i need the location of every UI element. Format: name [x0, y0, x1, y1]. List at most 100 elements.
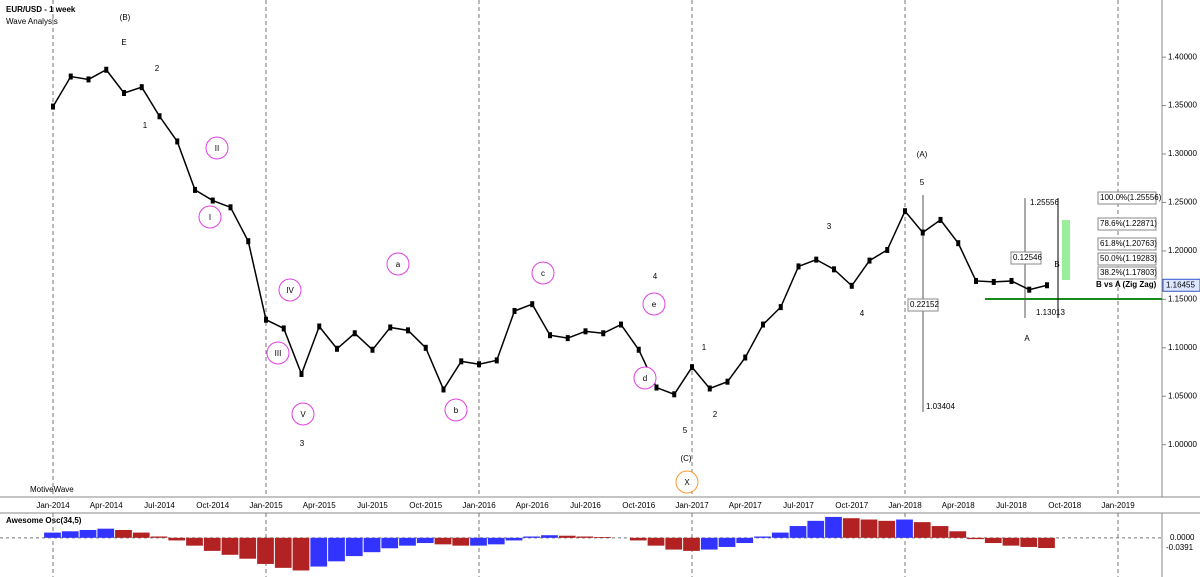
fib-label: 0.12546	[1013, 253, 1042, 262]
price-candle	[636, 346, 641, 353]
osc-bar	[896, 519, 913, 538]
wave-circle	[633, 366, 657, 390]
osc-bar	[771, 532, 789, 538]
osc-bar	[754, 536, 771, 538]
price-candle	[903, 208, 907, 215]
chart-subtitle: Wave Analysis	[6, 17, 58, 26]
fib-box	[1097, 266, 1157, 280]
price-candle	[86, 76, 91, 83]
osc-bar	[576, 536, 594, 538]
price-candle	[335, 345, 339, 352]
price-candle	[530, 301, 535, 308]
wave-label: B	[1054, 260, 1059, 269]
price-candle	[743, 354, 748, 361]
price-candle	[707, 385, 712, 392]
price-candle	[619, 321, 623, 328]
wave-label: III	[275, 349, 282, 358]
osc-bar	[416, 537, 434, 544]
price-candle	[796, 263, 801, 270]
wave-circle	[675, 470, 699, 494]
osc-bar	[239, 537, 257, 559]
wave-label: (C)	[680, 454, 691, 463]
y-tick-label: 1.30000	[1168, 149, 1197, 158]
fib-box	[1097, 237, 1157, 251]
wave-circle	[198, 205, 222, 229]
x-tick-label: Oct-2016	[622, 501, 655, 510]
x-tick-label: Jan-2016	[462, 501, 496, 510]
x-tick-label: Oct-2015	[409, 501, 442, 510]
price-candle	[228, 204, 233, 211]
price-candle	[246, 238, 251, 245]
wave-label: V	[300, 410, 306, 419]
price-candle	[1027, 286, 1032, 293]
wave-label: a	[396, 260, 401, 269]
x-tick-label: Jul-2014	[144, 501, 175, 510]
y-tick-label: 1.20000	[1168, 246, 1197, 255]
y-tick-label: 0.0000	[1170, 533, 1195, 542]
osc-bar	[541, 535, 558, 538]
x-tick-label: Jan-2017	[675, 501, 709, 510]
price-candle	[157, 113, 162, 120]
osc-bar	[310, 537, 328, 567]
wave-label: IV	[286, 286, 294, 295]
price-candle	[512, 307, 517, 314]
price-candle	[974, 277, 978, 284]
price-candle	[104, 66, 109, 73]
wave-circle	[386, 252, 410, 276]
x-tick-label: Jul-2018	[996, 501, 1027, 510]
osc-bar	[1038, 537, 1055, 549]
osc-bar	[665, 537, 683, 550]
price-candle	[991, 278, 996, 285]
wave-label: c	[541, 269, 545, 278]
wave-circle	[531, 261, 555, 285]
wave-label: II	[215, 144, 219, 153]
wave-label: (B)	[120, 13, 131, 22]
x-tick-label: Jan-2014	[36, 501, 70, 510]
osc-bar	[1020, 537, 1038, 547]
price-candle	[1009, 277, 1014, 284]
wave-label: 5	[920, 178, 925, 187]
x-tick-label: Oct-2017	[835, 501, 868, 510]
price-candle	[1045, 282, 1049, 289]
price-candle	[832, 266, 836, 273]
wave-label: 3	[300, 439, 305, 448]
wave-label: 2	[713, 410, 718, 419]
wave-label: 1	[702, 343, 707, 352]
last-price-box	[1162, 278, 1200, 292]
fib-label: 61.8%(1.20763)	[1100, 239, 1157, 248]
price-candle	[601, 330, 606, 337]
price-candle	[122, 90, 126, 97]
osc-bar	[203, 537, 221, 551]
x-tick-label: Jul-2015	[357, 501, 388, 510]
price-candle	[565, 335, 570, 342]
price-candle	[725, 378, 730, 385]
price-candle	[281, 325, 286, 332]
osc-bar	[381, 537, 399, 549]
osc-bar	[860, 519, 878, 538]
wave-label: e	[652, 300, 657, 309]
osc-bar	[487, 537, 505, 545]
price-candle	[175, 138, 180, 145]
osc-bar	[789, 526, 807, 538]
osc-bar	[842, 518, 860, 538]
price-candle	[690, 364, 694, 371]
y-tick-label: 1.35000	[1168, 101, 1197, 110]
osc-bar	[150, 536, 168, 538]
x-tick-label: Oct-2014	[196, 501, 229, 510]
osc-bar	[505, 537, 523, 541]
osc-bar	[221, 537, 239, 555]
price-candle	[956, 240, 961, 247]
osc-bar	[292, 537, 310, 571]
osc-bar	[452, 537, 470, 546]
wave-circle	[642, 292, 666, 316]
x-tick-label: Apr-2018	[942, 501, 975, 510]
osc-bar	[736, 537, 754, 544]
x-tick-label: Apr-2014	[90, 501, 123, 510]
osc-bar	[363, 537, 381, 553]
osc-bar	[434, 537, 452, 545]
y-tick-label: 1.15000	[1168, 294, 1197, 303]
price-candle	[139, 84, 144, 91]
price-candle	[477, 361, 481, 368]
price-candle	[423, 344, 428, 351]
wave-label: X	[684, 478, 690, 487]
